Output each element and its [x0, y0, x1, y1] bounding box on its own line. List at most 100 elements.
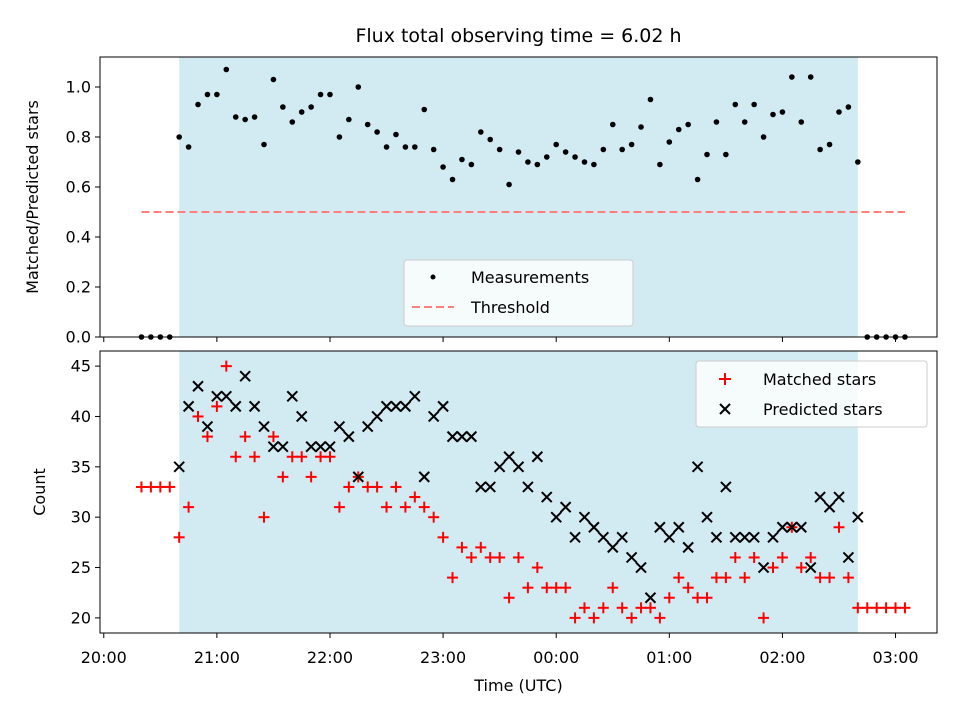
- measurement-point: [836, 109, 842, 115]
- predicted-star-point: [710, 531, 723, 544]
- bottom-ytick-label: 25: [71, 558, 91, 577]
- measurement-point: [789, 74, 795, 80]
- x-axis-label: Time (UTC): [473, 676, 562, 695]
- measurement-point: [543, 154, 550, 160]
- matched-star-point: [135, 481, 147, 493]
- predicted-star-point: [371, 410, 383, 423]
- matched-star-point: [607, 582, 619, 594]
- predicted-star-point: [248, 400, 261, 413]
- predicted-star-point: [427, 410, 440, 423]
- matched-star-point: [720, 572, 732, 584]
- predicted-star-point: [739, 531, 751, 544]
- matched-star-point: [475, 541, 487, 553]
- matched-star-point: [154, 481, 166, 493]
- matched-star-point: [390, 481, 402, 493]
- measurement-point: [214, 91, 220, 98]
- measurement-point: [223, 66, 230, 73]
- predicted-star-point: [842, 551, 855, 564]
- matched-star-point: [861, 602, 873, 614]
- top-plot-frame: [99, 56, 938, 338]
- matched-star-point: [824, 572, 836, 584]
- matched-star-point: [616, 602, 628, 614]
- matched-star-point: [513, 551, 524, 563]
- x-tick-label: 22:00: [307, 648, 353, 667]
- measurement-point: [383, 144, 390, 150]
- matched-star-point: [739, 572, 751, 584]
- predicted-star-point: [201, 420, 214, 433]
- predicted-star-point: [559, 501, 572, 513]
- predicted-star-point: [380, 400, 393, 413]
- measurement-point: [195, 101, 201, 108]
- measurement-point: [317, 91, 324, 98]
- matched-star-point: [522, 582, 534, 594]
- matched-star-point: [324, 451, 336, 463]
- matched-star-point: [201, 431, 213, 443]
- predicted-star-point: [258, 420, 270, 433]
- bottom-legend: Matched stars Predicted stars: [695, 360, 928, 428]
- measurement-point: [619, 146, 625, 153]
- matched-star-point: [692, 592, 704, 604]
- predicted-star-point: [701, 511, 713, 523]
- measurement-point: [185, 144, 192, 150]
- measurement-point: [647, 96, 654, 103]
- legend-marker-measurements: [430, 274, 436, 280]
- measurement-point: [609, 121, 616, 128]
- measurement-point: [459, 156, 465, 163]
- matched-star-point: [814, 572, 826, 584]
- measurement-point: [440, 164, 446, 170]
- matched-star-point: [852, 602, 864, 614]
- measurement-point: [760, 134, 767, 140]
- measurement-point: [779, 109, 786, 115]
- matched-star-point: [635, 602, 647, 614]
- predicted-star-point: [390, 400, 402, 413]
- predicted-star-point: [512, 461, 525, 473]
- matched-star-point: [211, 400, 223, 412]
- matched-star-point: [758, 612, 770, 624]
- predicted-star-point: [220, 390, 233, 403]
- matched-star-point: [286, 451, 298, 463]
- matched-star-point: [371, 481, 383, 493]
- top-ytick-label: 0.6: [66, 178, 91, 197]
- predicted-star-point: [239, 370, 251, 382]
- measurement-point: [468, 161, 475, 168]
- predicted-star-point: [635, 561, 647, 574]
- measurement-point: [261, 141, 267, 148]
- matched-star-point: [249, 451, 261, 463]
- measurement-point: [515, 149, 522, 155]
- measurement-point: [355, 84, 362, 90]
- bottom-ytick-label: 30: [71, 508, 91, 527]
- matched-star-point: [560, 582, 572, 594]
- predicted-star-point: [541, 491, 553, 503]
- predicted-star-point: [230, 400, 242, 413]
- matched-star-point: [437, 531, 449, 543]
- matched-star-point: [654, 612, 666, 624]
- predicted-star-point: [776, 521, 789, 533]
- x-tick-label: 02:00: [759, 648, 805, 667]
- predicted-star-point: [418, 471, 430, 483]
- chart-title: Flux total observing time = 6.02 h: [355, 25, 681, 47]
- measurement-point: [591, 161, 597, 168]
- top-ytick-label: 0.4: [66, 228, 91, 247]
- predicted-star-point: [314, 440, 327, 453]
- predicted-star-point: [644, 592, 657, 604]
- matched-star-point: [569, 612, 581, 624]
- predicted-star-point: [588, 521, 600, 533]
- matched-star-point: [842, 572, 854, 584]
- matched-star-point: [578, 602, 590, 614]
- measurement-point: [176, 134, 182, 140]
- measurement-point: [374, 129, 380, 135]
- top-legend: Measurements Threshold: [403, 259, 634, 327]
- predicted-star-point: [795, 521, 807, 533]
- measurement-point: [751, 101, 757, 108]
- measurement-point: [393, 131, 399, 138]
- measurement-point: [628, 141, 635, 148]
- measurement-point: [807, 74, 814, 80]
- predicted-star-point: [484, 481, 496, 493]
- matched-star-point: [381, 501, 393, 513]
- measurement-point: [496, 146, 503, 153]
- predicted-star-point: [286, 390, 298, 403]
- measurement-point: [704, 151, 710, 158]
- predicted-star-point: [814, 491, 826, 503]
- matched-star-point: [484, 551, 496, 563]
- measurement-point: [270, 76, 277, 83]
